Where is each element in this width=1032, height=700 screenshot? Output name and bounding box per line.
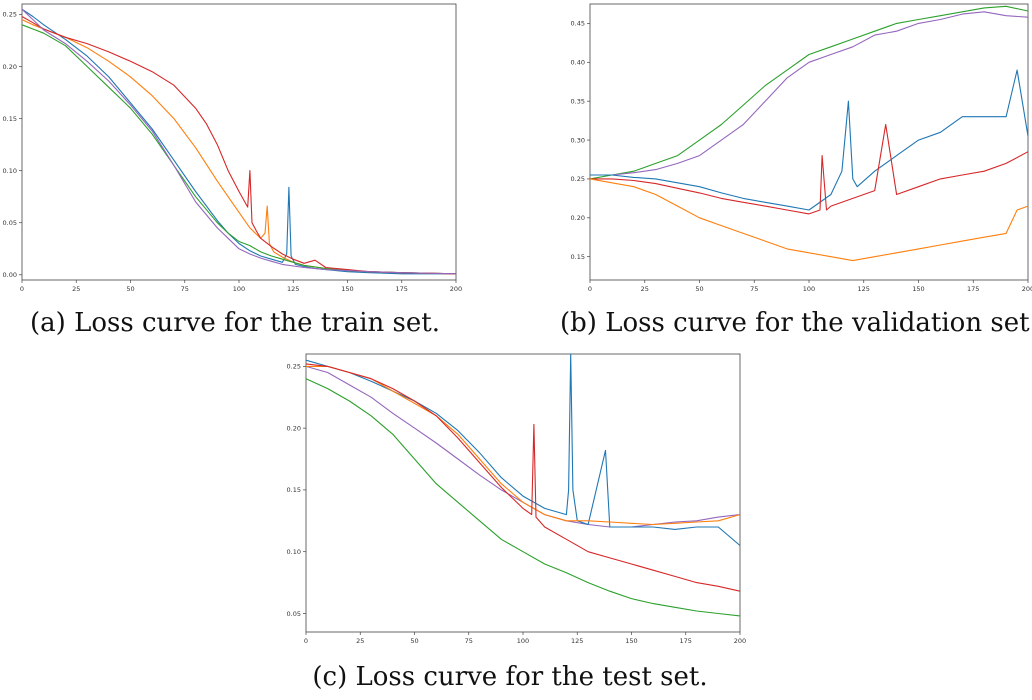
series-line-2	[590, 11, 1029, 176]
validation-loss-plot: 0 25 50 75 100 125 150 175 200 0.15 0.20 0.25 0.30 0.…	[571, 3, 1032, 293]
x-tick-label: 175	[680, 637, 692, 645]
series-line-5	[21, 8, 457, 275]
series-line-4	[306, 365, 741, 526]
x-tick-label: 0	[20, 285, 24, 293]
y-tick-label: 0.25	[287, 363, 301, 371]
x-tick-label: 125	[858, 285, 870, 293]
axes-frame	[589, 3, 1029, 281]
test-loss-chart: 0 25 50 75 100 125 150 175 200 0.05 0.10 0.15 0.20 0.…	[274, 350, 746, 650]
y-tick-label: 0.15	[287, 486, 301, 494]
y-tick-label: 0.25	[571, 175, 585, 183]
y-tick-label: 0.20	[3, 63, 17, 71]
y-tick-label: 0.15	[3, 115, 17, 123]
series-line-3	[305, 353, 741, 546]
series-line-5	[305, 363, 741, 592]
x-tick-label: 150	[625, 637, 637, 645]
x-tick-label: 175	[967, 285, 979, 293]
y-tick-label: 0.45	[571, 20, 585, 28]
x-tick-label: 50	[126, 285, 134, 293]
x-tick-label: 200	[1022, 285, 1032, 293]
series-line-3	[590, 69, 1029, 211]
y-tick-label: 0.30	[571, 136, 585, 144]
series-line-5	[589, 178, 1029, 262]
x-tick-label: 0	[588, 285, 592, 293]
x-tick-label: 25	[641, 285, 649, 293]
x-tick-label: 100	[517, 637, 529, 645]
validation-loss-chart: 0 25 50 75 100 125 150 175 200 0.15 0.20 0.25 0.30 0.…	[560, 0, 1032, 300]
series-line-4	[590, 123, 1029, 215]
test-loss-plot: 0 25 50 75 100 125 150 175 200 0.05 0.10 0.15 0.20 0.…	[287, 353, 746, 645]
series-line-1	[21, 8, 456, 275]
x-tick-label: 100	[233, 285, 245, 293]
y-tick-label: 0.35	[571, 97, 585, 105]
series-line-4	[21, 16, 457, 275]
x-tick-label: 75	[750, 285, 758, 293]
y-tick-label: 0.20	[287, 424, 301, 432]
x-tick-label: 175	[396, 285, 408, 293]
x-tick-label: 0	[304, 637, 308, 645]
series-line-1	[305, 378, 741, 617]
x-tick-label: 75	[465, 637, 473, 645]
y-tick-label: 0.00	[3, 271, 17, 279]
train-loss-chart: 0 25 50 75 100 125 150 175 200 0.00 0.05 0.10 0.15 0.…	[0, 0, 462, 300]
y-tick-label: 0.20	[571, 214, 585, 222]
x-tick-label: 150	[912, 285, 924, 293]
axes-frame	[21, 3, 457, 281]
x-tick-label: 150	[341, 285, 353, 293]
x-tick-label: 25	[72, 285, 80, 293]
x-tick-label: 50	[410, 637, 418, 645]
x-tick-label: 125	[287, 285, 299, 293]
y-tick-label: 0.05	[287, 610, 301, 618]
train-loss-plot: 0 25 50 75 100 125 150 175 200 0.00 0.05 0.10 0.15 0.…	[3, 3, 462, 293]
x-tick-label: 200	[450, 285, 462, 293]
series-line-2	[21, 19, 457, 275]
x-tick-label: 50	[695, 285, 703, 293]
x-tick-label: 125	[571, 637, 583, 645]
y-tick-label: 0.15	[571, 253, 585, 261]
y-tick-label: 0.10	[3, 167, 17, 175]
x-tick-label: 25	[356, 637, 364, 645]
series-line-1	[589, 5, 1029, 180]
caption-train: (a) Loss curve for the train set.	[30, 308, 440, 338]
x-tick-label: 75	[181, 285, 189, 293]
y-tick-label: 0.05	[3, 219, 17, 227]
x-tick-label: 200	[734, 637, 746, 645]
y-tick-label: 0.40	[571, 59, 585, 67]
y-tick-label: 0.10	[287, 548, 301, 556]
caption-validation: (b) Loss curve for the validation set.	[560, 308, 1032, 338]
x-tick-label: 100	[803, 285, 815, 293]
y-tick-label: 0.25	[3, 11, 17, 19]
axes-frame	[305, 353, 741, 633]
series-line-3	[21, 24, 457, 275]
caption-test: (c) Loss curve for the test set.	[312, 662, 708, 692]
